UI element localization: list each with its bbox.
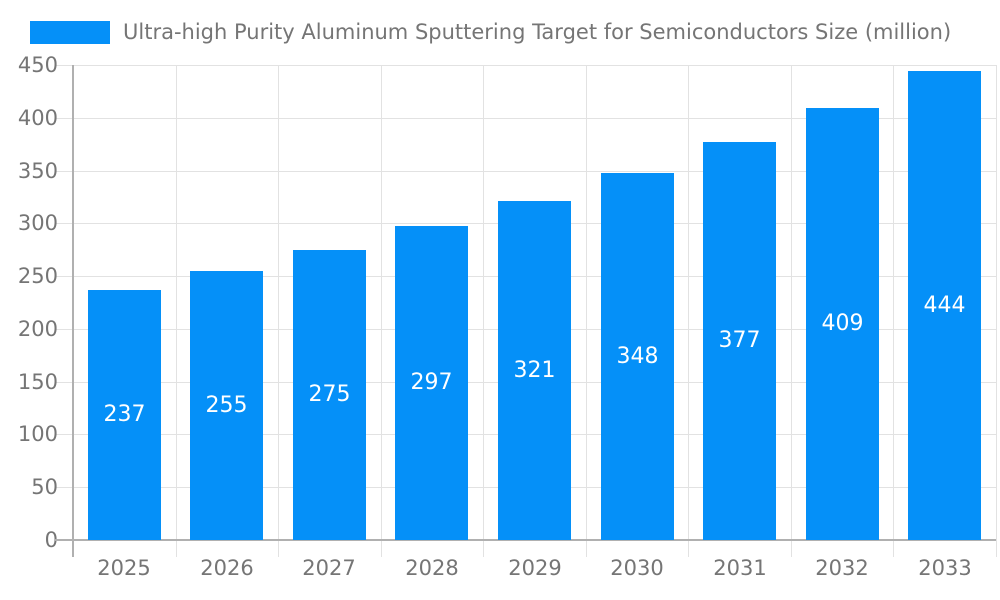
y-gridline xyxy=(55,118,996,119)
y-tick-label: 250 xyxy=(17,264,58,288)
x-gridline xyxy=(483,65,484,557)
y-axis-line xyxy=(72,65,74,557)
bar-value-label: 321 xyxy=(513,357,556,383)
y-tick-label: 0 xyxy=(44,528,58,552)
y-tick-label: 350 xyxy=(17,159,58,183)
x-gridline xyxy=(688,65,689,557)
bar[interactable]: 237 xyxy=(88,290,161,540)
x-gridline xyxy=(278,65,279,557)
x-tick-label: 2028 xyxy=(405,556,459,580)
bar-value-label: 377 xyxy=(718,328,761,353)
bar[interactable]: 377 xyxy=(703,142,776,540)
x-tick-label: 2029 xyxy=(508,556,562,580)
x-gridline xyxy=(381,65,382,557)
legend: Ultra-high Purity Aluminum Sputtering Ta… xyxy=(30,20,951,44)
bar[interactable]: 275 xyxy=(293,250,366,540)
x-tick-label: 2026 xyxy=(200,556,254,580)
bar-value-label: 409 xyxy=(821,311,864,336)
x-tick-label: 2025 xyxy=(97,556,151,580)
y-tick-label: 200 xyxy=(17,317,58,341)
y-tick-label: 400 xyxy=(17,106,58,130)
x-tick-label: 2031 xyxy=(713,556,767,580)
bar-value-label: 444 xyxy=(923,292,966,318)
bar[interactable]: 255 xyxy=(190,271,263,540)
y-gridline xyxy=(55,171,996,172)
bar-value-label: 237 xyxy=(103,402,146,427)
bar-value-label: 297 xyxy=(410,370,453,395)
x-gridline xyxy=(176,65,177,557)
legend-label: Ultra-high Purity Aluminum Sputtering Ta… xyxy=(123,20,952,44)
y-tick-label: 100 xyxy=(17,422,58,446)
x-tick-label: 2032 xyxy=(815,556,869,580)
y-tick-label: 450 xyxy=(17,53,58,77)
y-tick-label: 150 xyxy=(17,370,58,394)
x-tick-label: 2027 xyxy=(302,556,356,580)
x-axis-line xyxy=(55,539,996,541)
bar[interactable]: 444 xyxy=(908,71,981,540)
bar-value-label: 255 xyxy=(205,392,248,418)
y-tick-label: 300 xyxy=(17,211,58,235)
x-gridline xyxy=(586,65,587,557)
bar-value-label: 348 xyxy=(616,343,659,369)
bar[interactable]: 321 xyxy=(498,201,571,540)
bar[interactable]: 409 xyxy=(806,108,879,540)
y-gridline xyxy=(55,65,996,66)
x-gridline xyxy=(791,65,792,557)
bar[interactable]: 348 xyxy=(601,173,674,540)
x-gridline xyxy=(996,65,997,557)
x-tick-label: 2030 xyxy=(610,556,664,580)
x-tick-label: 2033 xyxy=(918,556,972,580)
bar-value-label: 275 xyxy=(308,382,351,407)
y-tick-label: 50 xyxy=(31,475,58,499)
legend-swatch[interactable] xyxy=(30,20,110,44)
x-gridline xyxy=(893,65,894,557)
bar[interactable]: 297 xyxy=(395,226,468,540)
